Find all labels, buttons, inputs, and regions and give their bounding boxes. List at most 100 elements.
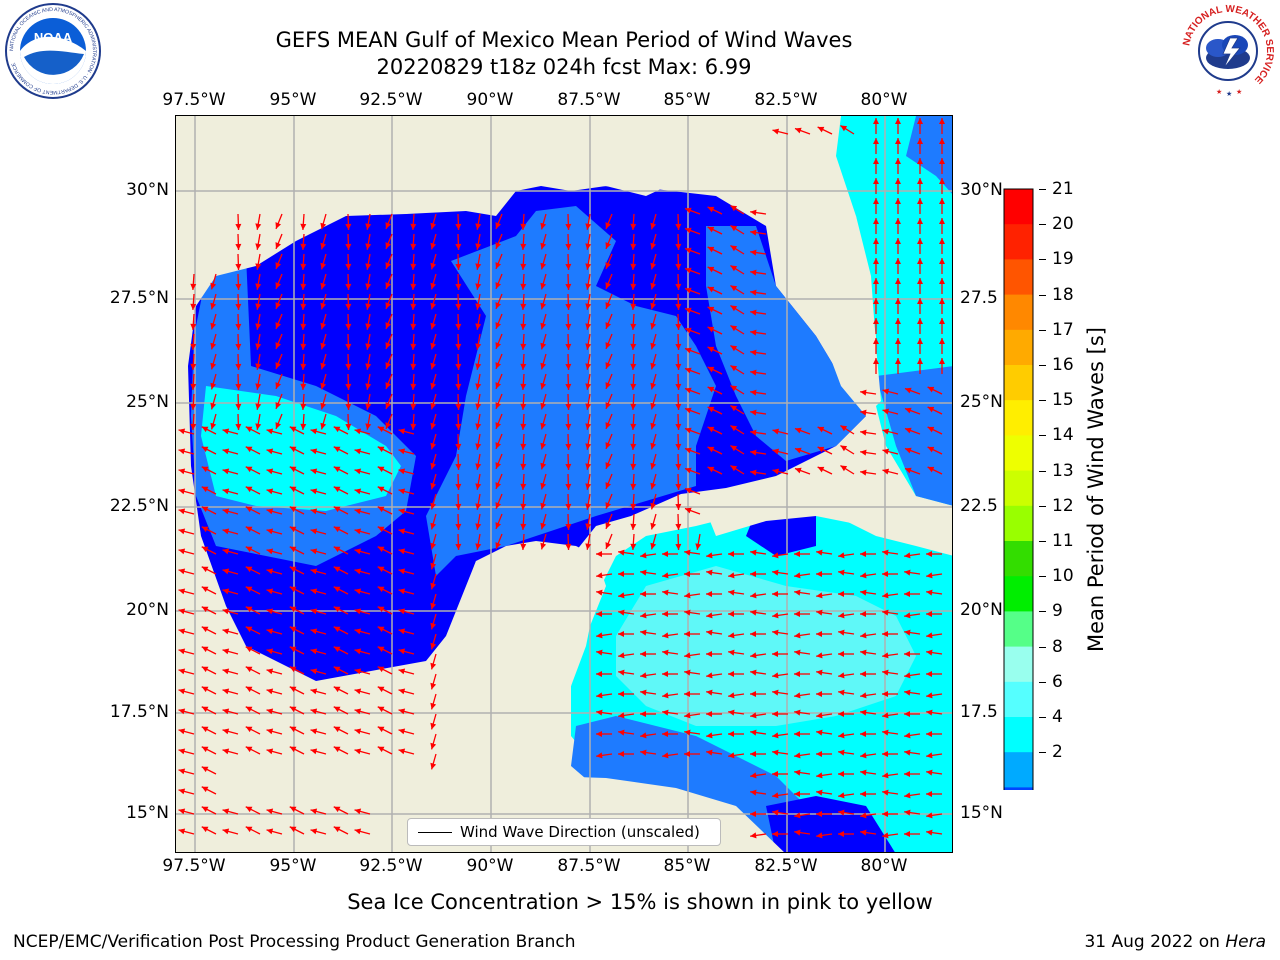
wind-wave-arrow <box>794 589 811 596</box>
wind-wave-arrow <box>772 809 789 816</box>
wind-wave-arrow <box>585 393 592 410</box>
wind-wave-arrow <box>354 668 371 675</box>
wind-wave-arrow <box>320 413 327 430</box>
wind-wave-arrow <box>430 533 437 550</box>
wind-wave-arrow <box>917 358 923 374</box>
wind-wave-arrow <box>455 513 462 531</box>
wind-wave-arrow <box>860 752 877 759</box>
wind-wave-arrow <box>178 608 195 615</box>
wind-wave-arrow <box>565 233 572 251</box>
wind-wave-arrow <box>706 591 722 597</box>
wind-wave-arrow <box>772 711 788 717</box>
lat-tick-right: 27.5 <box>960 288 998 308</box>
lon-tick-bottom: 82.5°W <box>754 856 818 876</box>
wind-wave-arrow <box>650 513 657 530</box>
wind-wave-arrow <box>728 731 744 737</box>
wind-wave-arrow <box>475 373 482 390</box>
footer-date: 31 Aug 2022 on Hera <box>1084 932 1266 952</box>
lat-tick-right: 25°N <box>960 392 1003 412</box>
wind-wave-arrow <box>178 588 195 595</box>
wind-wave-arrow <box>300 313 307 331</box>
wind-wave-arrow <box>640 552 657 559</box>
colorbar-segment <box>1004 435 1033 472</box>
wind-wave-arrow <box>860 409 877 416</box>
wind-wave-arrow <box>838 591 854 597</box>
noaa-logo-text: NOAA <box>34 30 73 45</box>
wind-wave-arrow <box>245 586 261 595</box>
wind-wave-arrow <box>926 671 942 677</box>
wind-wave-arrow <box>222 568 239 575</box>
wind-wave-arrow <box>585 533 592 550</box>
wind-wave-arrow <box>927 406 943 415</box>
lon-tick-top: 97.5°W <box>162 90 226 110</box>
svg-text:★: ★ <box>1236 88 1242 96</box>
wind-wave-arrow <box>939 278 945 294</box>
wind-wave-arrow <box>540 413 547 430</box>
wind-wave-arrow <box>495 313 503 330</box>
wind-wave-arrow <box>300 293 307 311</box>
colorbar-segment <box>1004 541 1033 577</box>
wind-wave-arrow <box>222 728 239 735</box>
wind-wave-arrow <box>904 569 921 576</box>
wind-wave-arrow <box>520 273 527 291</box>
wind-wave-arrow <box>377 686 393 695</box>
wind-wave-arrow <box>455 233 462 251</box>
wind-wave-arrow <box>750 289 767 296</box>
wind-wave-arrow <box>728 649 745 656</box>
wind-wave-arrow <box>618 729 635 736</box>
wind-wave-arrow <box>904 771 920 777</box>
wind-wave-arrow <box>596 632 613 639</box>
wind-wave-arrow <box>455 293 462 311</box>
wind-wave-arrow <box>596 692 613 699</box>
colorbar-segment <box>1004 717 1033 753</box>
lon-tick-top: 82.5°W <box>754 90 818 110</box>
wind-wave-arrow <box>939 298 945 314</box>
wind-wave-arrow <box>495 213 503 230</box>
wind-wave-arrow <box>838 792 855 799</box>
wind-wave-arrow <box>585 513 592 530</box>
wind-wave-arrow <box>917 258 923 274</box>
wind-wave-arrow <box>201 606 217 615</box>
wind-wave-arrow <box>939 178 945 194</box>
wind-wave-arrow <box>266 448 283 455</box>
wind-wave-arrow <box>190 333 197 351</box>
wind-wave-arrow <box>365 273 372 290</box>
wind-wave-arrow <box>730 404 745 415</box>
wind-wave-arrow <box>475 453 482 470</box>
wind-wave-arrow <box>873 198 879 214</box>
wind-wave-arrow <box>565 453 572 471</box>
wind-wave-arrow <box>675 333 682 351</box>
wind-wave-arrow <box>398 668 415 675</box>
wind-wave-arrow <box>939 358 945 374</box>
wind-wave-arrow <box>882 408 899 415</box>
wind-wave-arrow <box>750 409 767 416</box>
wind-wave-arrow <box>860 551 876 557</box>
colorbar-tick <box>1039 611 1046 613</box>
wind-wave-arrow <box>333 606 349 615</box>
wind-wave-arrow <box>816 691 832 697</box>
wind-wave-arrow <box>222 468 239 475</box>
wind-wave-arrow <box>365 253 372 270</box>
wind-wave-arrow <box>377 646 393 655</box>
wind-wave-arrow <box>939 338 945 354</box>
wind-wave-arrow <box>585 333 592 350</box>
wind-wave-arrow <box>838 552 855 559</box>
wind-wave-arrow <box>377 626 393 635</box>
wind-wave-arrow <box>430 313 437 330</box>
wind-wave-arrow <box>255 293 262 310</box>
wind-wave-arrow <box>707 326 723 335</box>
wind-wave-arrow <box>310 808 327 815</box>
wind-wave-arrow <box>377 506 393 515</box>
wind-wave-arrow <box>707 446 723 455</box>
wind-wave-arrow <box>289 646 305 655</box>
wind-wave-arrow <box>266 628 283 635</box>
wind-wave-arrow <box>596 572 613 579</box>
wind-wave-arrow <box>750 832 767 839</box>
wind-wave-arrow <box>255 413 262 430</box>
wind-wave-arrow <box>377 606 393 615</box>
wind-wave-arrow <box>838 629 855 636</box>
wind-wave-arrow <box>684 712 701 719</box>
wind-wave-arrow <box>730 444 745 455</box>
colorbar-segment <box>1004 365 1033 401</box>
wind-wave-arrow <box>772 689 789 696</box>
